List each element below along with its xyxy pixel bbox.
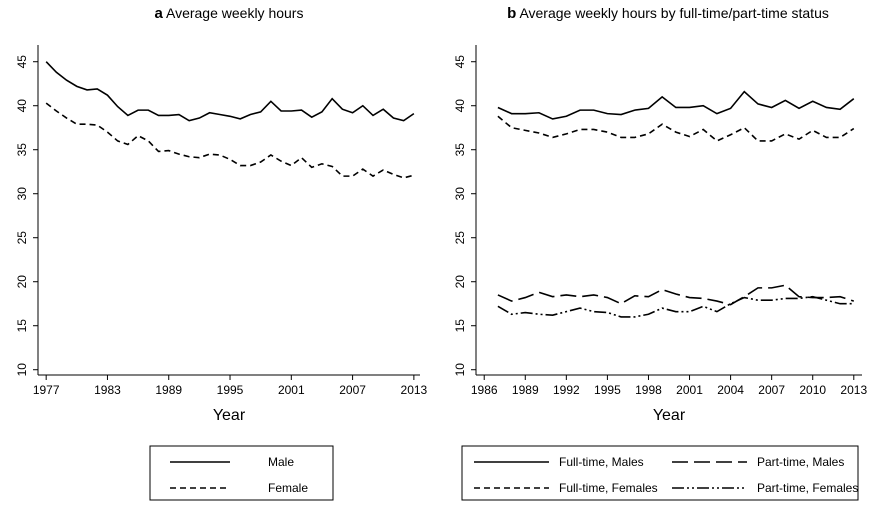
y-tick-label: 35 bbox=[453, 143, 467, 157]
legend-box bbox=[149, 445, 334, 501]
panel-label: b bbox=[507, 5, 516, 22]
x-tick-label: 2013 bbox=[840, 383, 867, 397]
y-tick-label: 10 bbox=[15, 363, 29, 377]
line-series bbox=[45, 102, 415, 179]
x-tick-label: 1983 bbox=[94, 383, 121, 397]
y-tick-label: 25 bbox=[453, 231, 467, 245]
y-tick-label: 10 bbox=[453, 363, 467, 377]
x-tick-label: 2010 bbox=[799, 383, 826, 397]
y-tick-label: 15 bbox=[15, 319, 29, 333]
y-tick-label: 35 bbox=[15, 143, 29, 157]
y-tick-label: 30 bbox=[15, 187, 29, 201]
x-tick-label: 2001 bbox=[278, 383, 305, 397]
legend-box bbox=[461, 445, 859, 501]
x-tick-label: 1992 bbox=[553, 383, 580, 397]
x-tick-label: 1995 bbox=[594, 383, 621, 397]
x-tick-label: 2007 bbox=[758, 383, 785, 397]
legend-label: Part-time, Males bbox=[757, 455, 844, 469]
y-tick-label: 40 bbox=[15, 99, 29, 113]
y-tick-label: 40 bbox=[453, 99, 467, 113]
x-tick-label: 1986 bbox=[471, 383, 498, 397]
line-series bbox=[497, 295, 854, 318]
line-series bbox=[497, 115, 855, 142]
x-tick-label: 2004 bbox=[717, 383, 744, 397]
line-series bbox=[497, 90, 855, 120]
x-tick-label: 1989 bbox=[155, 383, 182, 397]
x-tick-label: 2007 bbox=[339, 383, 366, 397]
y-tick-label: 15 bbox=[453, 319, 467, 333]
x-axis-label: Year bbox=[653, 407, 686, 424]
x-tick-label: 1995 bbox=[217, 383, 244, 397]
y-tick-label: 45 bbox=[15, 55, 29, 69]
y-tick-label: 25 bbox=[15, 231, 29, 245]
chart-title: a Average weekly hours bbox=[155, 5, 304, 22]
panel-label: a bbox=[155, 5, 164, 22]
x-tick-label: 2013 bbox=[401, 383, 428, 397]
line-series bbox=[45, 61, 415, 122]
chart-title: b Average weekly hours by full-time/part… bbox=[507, 5, 829, 22]
x-tick-label: 1989 bbox=[512, 383, 539, 397]
y-tick-label: 20 bbox=[15, 275, 29, 289]
legend-label: Full-time, Females bbox=[559, 481, 658, 495]
x-tick-label: 1977 bbox=[33, 383, 60, 397]
legend-label: Female bbox=[268, 481, 308, 495]
x-axis-label: Year bbox=[213, 407, 246, 424]
legend-label: Part-time, Females bbox=[757, 481, 858, 495]
legend-label: Full-time, Males bbox=[559, 455, 644, 469]
y-tick-label: 45 bbox=[453, 55, 467, 69]
y-tick-label: 30 bbox=[453, 187, 467, 201]
title-text: Average weekly hours bbox=[166, 5, 303, 21]
legend-label: Male bbox=[268, 455, 294, 469]
y-tick-label: 20 bbox=[453, 275, 467, 289]
x-tick-label: 2001 bbox=[676, 383, 703, 397]
x-tick-label: 1998 bbox=[635, 383, 662, 397]
title-text: Average weekly hours by full-time/part-t… bbox=[519, 5, 828, 21]
line-series bbox=[497, 284, 855, 306]
